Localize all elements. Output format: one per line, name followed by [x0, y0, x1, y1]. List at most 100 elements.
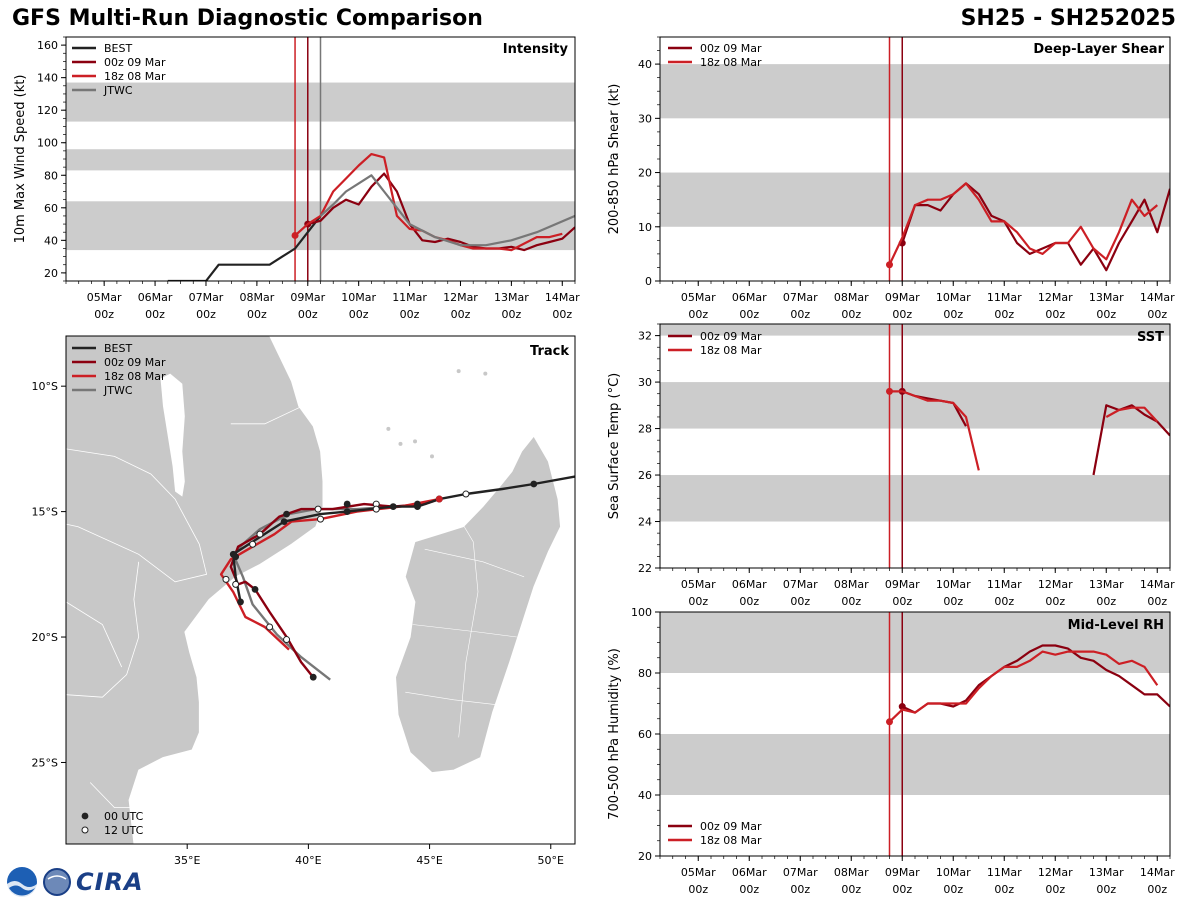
country-border	[66, 561, 140, 698]
rh-band	[660, 612, 1170, 673]
intensity-xtick-label: 09Mar	[290, 291, 325, 304]
sst-ytick-label: 30	[638, 376, 652, 389]
track-00utc-marker	[251, 585, 259, 593]
track-00utc-marker	[309, 673, 317, 681]
shear-xtick-label: 14Mar	[1140, 291, 1175, 304]
track-12utc-marker	[249, 540, 257, 548]
shear-xtick-label-time: 00z	[739, 308, 759, 321]
shear-xtick-label-time: 00z	[688, 308, 708, 321]
intensity-xtick-label-time: 00z	[349, 308, 369, 321]
shear-xtick-label: 08Mar	[834, 291, 869, 304]
rh-xtick-label-time: 00z	[688, 883, 708, 896]
sst-xtick-label: 09Mar	[885, 578, 920, 591]
shear-legend-label: 18z 08 Mar	[700, 56, 762, 69]
track-12utc-marker	[283, 636, 291, 644]
intensity-xtick-label-time: 00z	[298, 308, 318, 321]
track-12utc-marker	[462, 490, 470, 498]
intensity-panel-title: Intensity	[503, 42, 569, 57]
intensity-series-line	[307, 172, 575, 252]
rh-xtick-label: 11Mar	[987, 866, 1022, 879]
track-00utc-marker	[237, 598, 244, 606]
rh-ytick-label: 100	[631, 606, 652, 619]
rh-series-marker	[898, 703, 906, 711]
track-lon-label: 45°E	[416, 854, 442, 867]
sst-band	[660, 475, 1170, 522]
logo-group: CIRA	[6, 866, 144, 898]
shear-xtick-label-time: 00z	[994, 308, 1014, 321]
marker-legend-label: 12 UTC	[104, 824, 144, 837]
marker-legend-label: 00 UTC	[104, 810, 144, 823]
rh-xtick-label-time: 00z	[994, 883, 1014, 896]
sst-xtick-label: 10Mar	[936, 578, 971, 591]
sst-xtick-label: 08Mar	[834, 578, 869, 591]
country-border	[89, 782, 134, 808]
sst-ytick-label: 32	[638, 330, 652, 343]
shear-xtick-label-time: 00z	[1147, 308, 1167, 321]
sst-xtick-label: 13Mar	[1089, 578, 1124, 591]
sst-xtick-label-time: 00z	[688, 595, 708, 608]
shear-xtick-label: 10Mar	[936, 291, 971, 304]
madagascar-landmass	[395, 435, 561, 773]
shear-ytick-label: 0	[645, 275, 652, 288]
shear-xtick-label: 11Mar	[987, 291, 1022, 304]
intensity-ytick-label: 80	[44, 169, 58, 182]
shear-xtick-label: 09Mar	[885, 291, 920, 304]
intensity-panel: 20 40 60 80 100 120 140 160 05Mar 00z 06Mar 00z 07Ma…	[13, 36, 580, 321]
island	[483, 371, 488, 376]
track-12utc-marker	[317, 515, 324, 523]
intensity-xtick-label: 07Mar	[189, 291, 224, 304]
track-12utc-marker	[372, 505, 380, 513]
rh-xtick-label-time: 00z	[739, 883, 759, 896]
shear-ytick-label: 30	[638, 112, 652, 125]
intensity-ytick-label: 20	[44, 267, 58, 280]
rh-ytick-label: 80	[638, 667, 652, 680]
intensity-ylabel: 10m Max Wind Speed (kt)	[13, 75, 28, 244]
track-lat-label: 10°S	[32, 380, 58, 393]
marker-legend-00utc-swatch	[81, 812, 89, 820]
sst-series-marker	[886, 387, 893, 395]
sst-xtick-label: 12Mar	[1038, 578, 1073, 591]
shear-xtick-label: 07Mar	[783, 291, 818, 304]
island	[429, 454, 434, 459]
lake-malawi	[160, 373, 185, 497]
rh-xtick-label-time: 00z	[943, 883, 963, 896]
sst-ylabel: Sea Surface Temp (°C)	[607, 373, 622, 520]
track-00utc-marker	[389, 503, 397, 510]
track-00utc-marker	[283, 510, 290, 518]
sst-panel: 22 24 26 28 30 32 05Mar 00z 06Mar 00z 07Mar 00z 08Ma…	[607, 323, 1175, 608]
intensity-xtick-label: 13Mar	[494, 291, 529, 304]
rh-xtick-label-time: 00z	[892, 883, 912, 896]
sst-xtick-label-time: 00z	[841, 595, 861, 608]
intensity-xtick-label: 05Mar	[87, 291, 122, 304]
shear-xtick-label-time: 00z	[943, 308, 963, 321]
shear-ytick-label: 40	[638, 58, 652, 71]
intensity-legend-label: 00z 09 Mar	[104, 56, 166, 69]
sst-xtick-label-time: 00z	[739, 595, 759, 608]
rh-panel: 20 40 60 80 100 05Mar 00z 06Mar 00z 07Mar 00z 08Mar…	[607, 606, 1175, 896]
rh-xtick-label: 12Mar	[1038, 866, 1073, 879]
intensity-xtick-label-time: 00z	[451, 308, 471, 321]
shear-xtick-label-time: 00z	[841, 308, 861, 321]
shear-xtick-label: 06Mar	[732, 291, 767, 304]
sst-xtick-label: 14Mar	[1140, 578, 1175, 591]
intensity-xtick-label-time: 00z	[145, 308, 165, 321]
track-map-content	[66, 336, 575, 844]
shear-ytick-label: 20	[638, 167, 652, 180]
madagascar-region-border	[412, 624, 517, 638]
rh-xtick-label: 14Mar	[1140, 866, 1175, 879]
rh-series-marker	[886, 718, 893, 726]
rh-xtick-label-time: 00z	[1096, 883, 1116, 896]
track-00utc-marker	[232, 553, 240, 561]
intensity-series-line	[319, 174, 575, 247]
intensity-ytick-label: 140	[37, 72, 58, 85]
track-00utc-marker	[414, 500, 421, 508]
sst-xtick-label-time: 00z	[943, 595, 963, 608]
sst-xtick-label: 06Mar	[732, 578, 767, 591]
track-00utc-marker	[530, 480, 538, 488]
rh-series-group	[886, 644, 1170, 726]
intensity-series-group	[167, 153, 575, 281]
rh-xtick-label: 08Mar	[834, 866, 869, 879]
intensity-legend-label: 18z 08 Mar	[104, 70, 166, 83]
cira-logo-text: CIRA	[76, 868, 144, 896]
rh-xtick-label-time: 00z	[1147, 883, 1167, 896]
